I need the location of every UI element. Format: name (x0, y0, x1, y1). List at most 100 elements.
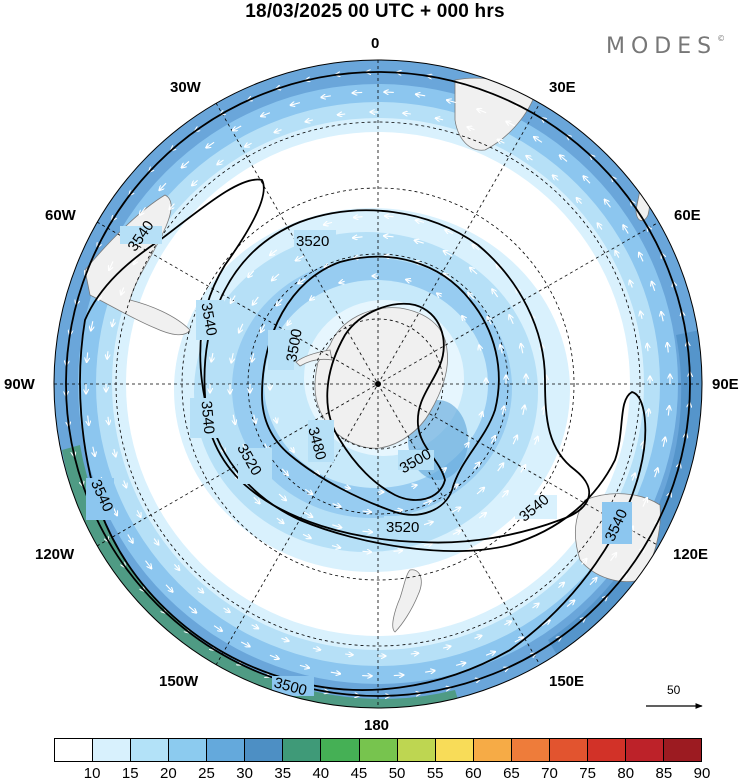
wind-arrow (535, 436, 538, 445)
wind-arrow (504, 621, 511, 625)
wind-arrow (491, 436, 495, 444)
wind-arrow (477, 109, 487, 113)
lon-label-90w: 90W (4, 376, 35, 393)
wind-arrow (384, 236, 394, 237)
new-zealand (392, 569, 422, 633)
reference-vector-label: 50 (667, 683, 681, 697)
colorbar-tick-label: 20 (160, 765, 177, 782)
wind-arrow (597, 223, 602, 230)
wind-arrow (485, 652, 495, 656)
wind-arrow (112, 318, 114, 327)
wind-arrow (558, 582, 564, 589)
contour-label: 3540 (198, 400, 218, 435)
colorbar-tick-label: 65 (503, 765, 520, 782)
wind-arrow (443, 274, 452, 280)
wind-arrow (362, 531, 373, 532)
wind-arrow (423, 543, 433, 546)
wind-arrow (502, 406, 504, 415)
wind-arrow (581, 558, 587, 565)
map-title: 18/03/2025 00 UTC + 000 hrs (245, 1, 505, 22)
wind-arrow (647, 343, 648, 352)
wind-arrow (445, 230, 454, 234)
wind-arrow (232, 125, 242, 131)
wind-arrow (509, 315, 514, 325)
wind-arrow (526, 156, 533, 161)
wind-arrow (443, 251, 453, 257)
wind-arrow (632, 473, 635, 481)
wind-arrow (159, 182, 167, 190)
colorbar-segment (283, 739, 322, 761)
wind-arrow (642, 498, 647, 507)
wind-arrow (497, 139, 505, 143)
wind-arrow (93, 446, 95, 457)
wind-arrow (206, 141, 215, 148)
colorbar-tick-label: 60 (464, 765, 482, 782)
wind-arrow (248, 270, 255, 278)
wind-arrow (353, 237, 363, 238)
colorbar-segment (359, 739, 398, 761)
wind-arrow (393, 551, 403, 552)
wind-arrow (639, 252, 644, 262)
colorbar-tick-label: 90 (693, 765, 711, 782)
wind-arrow (534, 137, 543, 143)
wind-arrow (640, 311, 642, 320)
colorbar-segment (245, 739, 284, 761)
wind-arrow (479, 345, 481, 351)
wind-arrow (107, 351, 108, 359)
wind-arrow (211, 352, 213, 362)
wind-arrow (589, 578, 597, 586)
wind-arrow (169, 203, 175, 210)
wind-arrow (630, 280, 633, 288)
wind-arrow (337, 114, 346, 115)
wind-arrow (425, 671, 435, 673)
wind-arrow (173, 564, 179, 570)
wind-speed-field: 3540 3520 3500 3480 3500 3520 3540 3540 … (54, 60, 702, 708)
wind-arrow (331, 546, 341, 548)
wind-arrow (291, 448, 295, 453)
wind-arrow (496, 264, 503, 272)
wind-arrow (437, 293, 442, 297)
colorbar (54, 738, 702, 762)
wind-arrow (468, 292, 475, 300)
wind-arrow (648, 409, 649, 417)
wind-arrow (345, 654, 353, 655)
south-pole-marker (375, 381, 381, 387)
contour-label: 3520 (386, 519, 419, 536)
wind-arrow (133, 257, 137, 265)
wind-arrow (661, 312, 663, 322)
wind-arrow (114, 448, 116, 457)
wind-arrow (474, 636, 482, 639)
wind-arrow (362, 511, 372, 512)
wind-arrow (532, 603, 540, 608)
wind-arrow (415, 220, 425, 222)
wind-arrow (520, 465, 526, 473)
wind-arrow (275, 417, 277, 423)
colorbar-segment (397, 739, 436, 761)
lon-label-150w: 150W (159, 673, 199, 690)
wind-arrow (287, 321, 291, 326)
wind-arrow (415, 94, 426, 96)
contour-label-group: 3540 3520 3500 3480 3500 3520 3540 3540 … (86, 218, 632, 699)
wind-arrow (362, 551, 372, 552)
colorbar-tick-label: 50 (388, 765, 406, 782)
wind-arrow (541, 620, 550, 627)
wind-arrow (492, 289, 499, 298)
wind-arrow (663, 437, 665, 447)
wind-arrow (303, 511, 313, 517)
colorbar-segment (321, 739, 360, 761)
wind-arrow (543, 406, 545, 416)
colorbar-tick-label: 15 (121, 765, 139, 782)
wind-arrow (465, 443, 469, 448)
colorbar-tick-label: 25 (198, 765, 215, 782)
wind-arrow (87, 352, 88, 362)
brand-logo: MODES© (606, 34, 725, 59)
wind-arrow (406, 279, 412, 281)
wind-arrow (403, 113, 411, 114)
wind-arrow (523, 405, 525, 415)
contour-label: 3540 (197, 301, 220, 337)
wind-arrow (423, 522, 434, 525)
wind-arrow (462, 316, 466, 321)
wind-arrow (623, 225, 629, 234)
wind-arrow (312, 648, 321, 650)
